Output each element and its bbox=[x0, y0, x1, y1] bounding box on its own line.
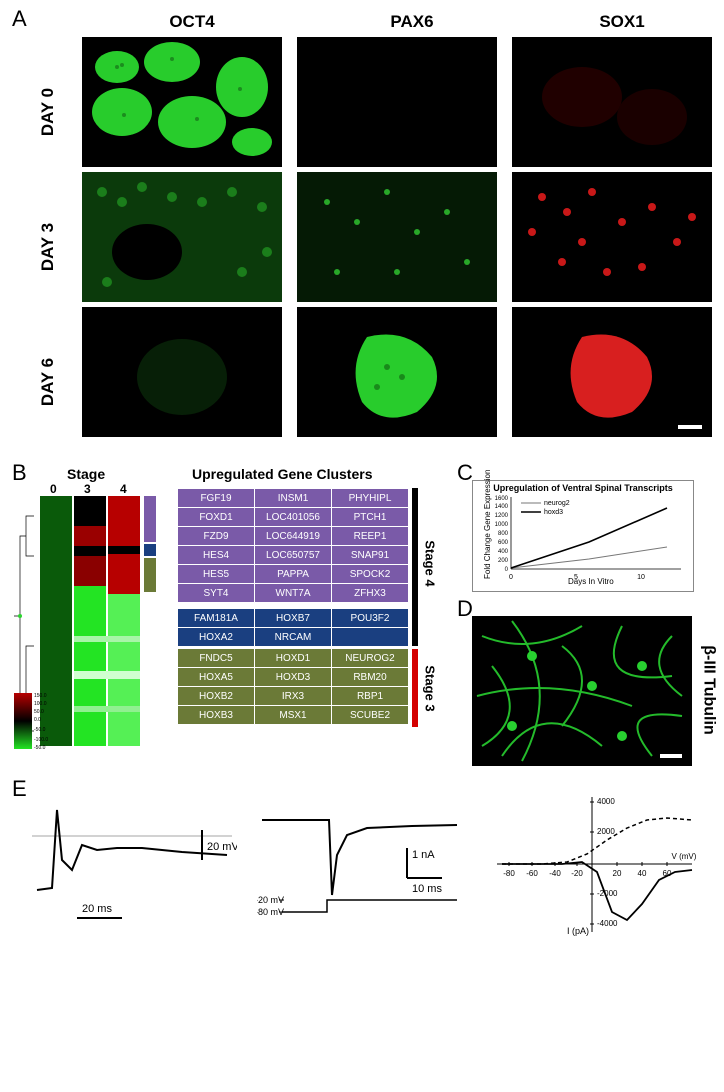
svg-text:I (pA): I (pA) bbox=[567, 926, 589, 936]
panel-d-label: D bbox=[457, 596, 473, 622]
svg-text:400: 400 bbox=[498, 549, 509, 555]
genes-olive: FNDC5HOXD1NEUROG2 HOXA5HOXD3RBM20 HOXB2I… bbox=[177, 648, 409, 725]
panel-b-row: B Stage 0 3 4 bbox=[12, 466, 702, 776]
panel-a: A OCT4 PAX6 SOX1 DAY 0 DAY 3 DAY 6 bbox=[12, 12, 702, 462]
heatmap-legend: 150.0 100.0 50.0 0.0 -50.0 -100.0 -50.0 bbox=[12, 691, 67, 756]
legend-hoxd3: hoxd3 bbox=[544, 509, 563, 516]
svg-text:0: 0 bbox=[505, 567, 509, 573]
img-day0-pax6 bbox=[297, 37, 497, 167]
panel-e-label: E bbox=[12, 776, 27, 802]
img-day6-oct4 bbox=[82, 307, 282, 437]
stage-4: 4 bbox=[120, 482, 127, 496]
svg-text:40: 40 bbox=[638, 869, 647, 878]
col-header-sox1: SOX1 bbox=[522, 12, 722, 32]
col-header-pax6: PAX6 bbox=[312, 12, 512, 32]
stage-3: 3 bbox=[84, 482, 91, 496]
scale-bar-d bbox=[660, 754, 682, 758]
svg-text:1400: 1400 bbox=[495, 504, 509, 510]
svg-text:50.0: 50.0 bbox=[34, 709, 44, 715]
trace-current: 1 nA 10 ms -20 mV -80 mV bbox=[257, 800, 467, 930]
svg-text:2000: 2000 bbox=[597, 827, 615, 836]
svg-text:10: 10 bbox=[637, 574, 645, 581]
svg-text:V (mV): V (mV) bbox=[672, 852, 697, 861]
svg-text:-20: -20 bbox=[571, 869, 583, 878]
svg-text:0.0: 0.0 bbox=[34, 717, 41, 723]
panel-e: E 20 mV 20 ms 1 nA 10 ms -20 mV -80 mV bbox=[12, 782, 702, 952]
panel-c-label: C bbox=[457, 460, 473, 486]
svg-text:800: 800 bbox=[498, 531, 509, 537]
img-day3-oct4 bbox=[82, 172, 282, 302]
svg-text:1600: 1600 bbox=[495, 496, 509, 502]
img-day6-sox1 bbox=[512, 307, 712, 437]
genes-blue: FAM181AHOXB7POU3F2 HOXA2NRCAM bbox=[177, 608, 409, 647]
svg-text:20: 20 bbox=[613, 869, 622, 878]
row-label-day0: DAY 0 bbox=[38, 88, 58, 136]
stage-0: 0 bbox=[50, 482, 57, 496]
panel-c-chart: Upregulation of Ventral Spinal Transcrip… bbox=[472, 480, 694, 592]
panel-d-img bbox=[472, 616, 692, 766]
img-day3-pax6 bbox=[297, 172, 497, 302]
svg-text:600: 600 bbox=[498, 540, 509, 546]
panel-c-xlabel: Days In Vitro bbox=[568, 577, 614, 586]
img-day0-sox1 bbox=[512, 37, 712, 167]
svg-text:20 ms: 20 ms bbox=[82, 903, 112, 915]
svg-text:0: 0 bbox=[509, 574, 513, 581]
svg-text:-50.0: -50.0 bbox=[34, 727, 46, 733]
svg-text:10 ms: 10 ms bbox=[412, 883, 442, 895]
clusters-title: Upregulated Gene Clusters bbox=[192, 466, 373, 482]
panel-c-ylabel: Fold Change Gene Expression bbox=[483, 470, 492, 579]
svg-text:100.0: 100.0 bbox=[34, 701, 47, 707]
svg-text:-50.0: -50.0 bbox=[34, 745, 46, 751]
svg-text:-60: -60 bbox=[526, 869, 538, 878]
img-day6-pax6 bbox=[297, 307, 497, 437]
svg-text:200: 200 bbox=[498, 558, 509, 564]
scale-bar-a bbox=[678, 425, 702, 429]
svg-text:-4000: -4000 bbox=[597, 919, 618, 928]
stage3-bar bbox=[412, 649, 418, 727]
stage3-label: Stage 3 bbox=[423, 665, 438, 711]
cells-svg bbox=[82, 37, 282, 167]
svg-text:20 mV: 20 mV bbox=[207, 841, 237, 853]
genes-purple: FGF19INSM1PHYHIPL FOXD1LOC401056PTCH1 FZ… bbox=[177, 488, 409, 603]
svg-text:4000: 4000 bbox=[597, 797, 615, 806]
svg-text:1000: 1000 bbox=[495, 522, 509, 528]
svg-text:1 nA: 1 nA bbox=[412, 849, 435, 861]
svg-text:150.0: 150.0 bbox=[34, 693, 47, 699]
svg-text:-2000: -2000 bbox=[597, 889, 618, 898]
svg-text:-100.0: -100.0 bbox=[34, 737, 48, 743]
stage-header: Stage bbox=[67, 466, 105, 482]
trace-iv: -80-60-40-20 204060 V (mV) 40002000 -200… bbox=[487, 792, 702, 937]
legend-neurog2: neurog2 bbox=[544, 500, 570, 507]
row-label-day3: DAY 3 bbox=[38, 223, 58, 271]
svg-text:-40: -40 bbox=[549, 869, 561, 878]
img-day3-sox1 bbox=[512, 172, 712, 302]
panel-c-svg: 0200400 6008001000 120014001600 0510 neu… bbox=[473, 493, 693, 589]
img-day0-oct4 bbox=[82, 37, 282, 167]
panel-a-label: A bbox=[12, 6, 27, 32]
panel-b-label: B bbox=[12, 460, 27, 486]
col-header-oct4: OCT4 bbox=[92, 12, 292, 32]
panel-c-title: Upregulation of Ventral Spinal Transcrip… bbox=[473, 483, 693, 493]
stage4-label: Stage 4 bbox=[423, 540, 438, 586]
stage4-bar bbox=[412, 488, 418, 646]
trace-ap: 20 mV 20 ms bbox=[27, 800, 237, 930]
figure-root: A OCT4 PAX6 SOX1 DAY 0 DAY 3 DAY 6 bbox=[12, 12, 712, 952]
svg-text:-80: -80 bbox=[503, 869, 515, 878]
panel-d-marker: β-III Tubulin bbox=[700, 645, 718, 734]
row-label-day6: DAY 6 bbox=[38, 358, 58, 406]
svg-text:1200: 1200 bbox=[495, 513, 509, 519]
